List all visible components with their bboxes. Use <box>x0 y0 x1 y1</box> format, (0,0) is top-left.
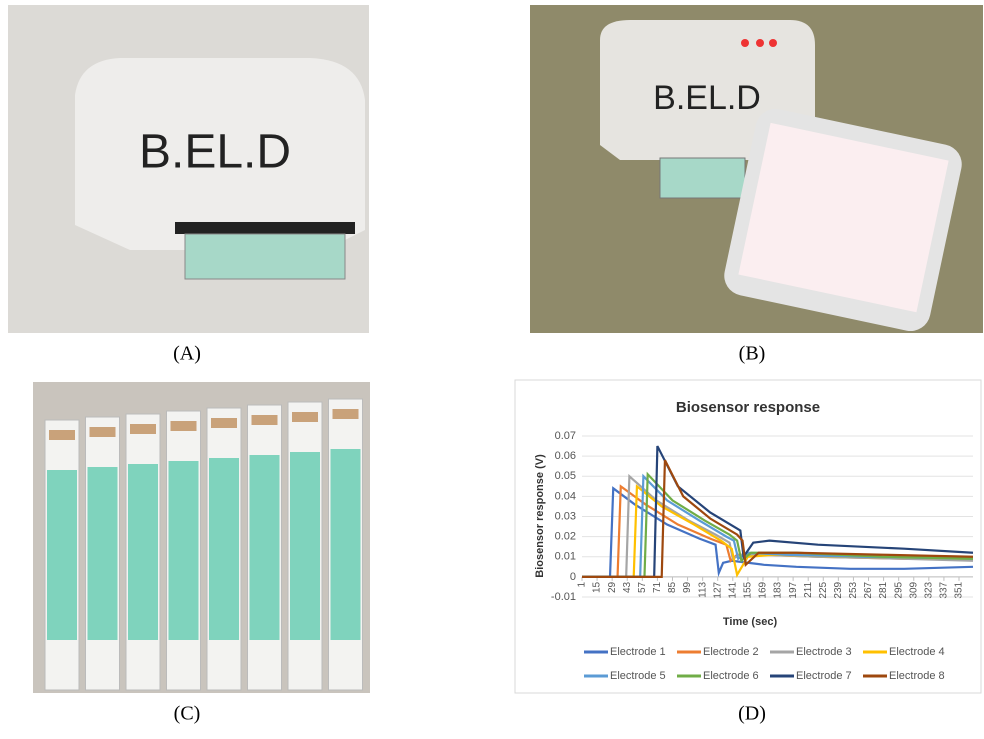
x-tick-label: 267 <box>863 581 874 598</box>
strip-pad <box>49 430 75 440</box>
legend-label: Electrode 1 <box>610 646 666 658</box>
device-text: B.EL.D <box>139 126 291 179</box>
x-axis-title: Time (sec) <box>723 616 778 628</box>
x-tick-label: 183 <box>773 581 784 598</box>
x-tick-label: 155 <box>743 581 754 598</box>
x-tick-label: 1 <box>577 581 588 587</box>
photo-c <box>33 382 370 693</box>
x-tick-label: 169 <box>758 581 769 598</box>
y-tick-label: -0.01 <box>551 591 576 603</box>
x-tick-label: 57 <box>637 581 648 593</box>
legend-label: Electrode 2 <box>703 646 759 658</box>
x-tick-label: 281 <box>878 581 889 598</box>
strip-sensor <box>250 455 280 640</box>
y-tick-label: 0.05 <box>555 470 576 482</box>
x-tick-label: 113 <box>697 581 708 597</box>
y-tick-label: 0 <box>570 571 576 583</box>
strip-sensor <box>209 458 239 640</box>
x-tick-label: 197 <box>788 581 799 598</box>
x-tick-label: 127 <box>712 581 723 598</box>
x-tick-label: 85 <box>667 581 678 593</box>
legend-label: Electrode 8 <box>889 670 945 682</box>
figure: B.EL.D (A) B.EL.D (B) (C) Biosensor resp… <box>0 0 984 734</box>
x-tick-label: 337 <box>939 581 950 598</box>
strip-pad <box>333 409 359 419</box>
strip-pad <box>211 418 237 428</box>
legend-label: Electrode 3 <box>796 646 852 658</box>
strip-sensor <box>47 470 77 640</box>
x-tick-label: 71 <box>652 581 663 593</box>
strip-sensor <box>169 461 199 640</box>
x-tick-label: 351 <box>954 581 965 598</box>
x-tick-label: 323 <box>923 581 934 598</box>
strip-sensor <box>88 467 118 640</box>
x-tick-label: 225 <box>818 581 829 598</box>
strip-sensor <box>128 464 158 640</box>
x-tick-label: 15 <box>592 581 603 593</box>
panel-label: (B) <box>739 343 766 365</box>
x-tick-label: 99 <box>682 581 693 593</box>
x-tick-label: 141 <box>727 581 738 598</box>
legend-label: Electrode 6 <box>703 670 759 682</box>
strip-pad <box>292 412 318 422</box>
strip-pad <box>90 427 116 437</box>
x-tick-label: 211 <box>803 581 814 597</box>
x-tick-label: 29 <box>607 581 618 593</box>
device-text: B.EL.D <box>653 79 761 117</box>
legend-label: Electrode 7 <box>796 670 852 682</box>
y-tick-label: 0.02 <box>555 531 576 543</box>
strip-sensor <box>290 452 320 640</box>
panel-label: (A) <box>173 343 201 365</box>
photo-b: B.EL.D <box>530 5 983 335</box>
legend-label: Electrode 5 <box>610 670 666 682</box>
x-tick-label: 253 <box>848 581 859 598</box>
y-tick-label: 0.03 <box>555 510 576 522</box>
x-tick-label: 309 <box>908 581 919 598</box>
chart-title: Biosensor response <box>676 399 820 416</box>
y-tick-label: 0.07 <box>555 430 576 442</box>
y-axis-title: Biosensor response (V) <box>534 454 546 578</box>
x-tick-label: 239 <box>833 581 844 598</box>
x-tick-label: 295 <box>893 581 904 598</box>
strip-pad <box>130 424 156 434</box>
panel-label: (C) <box>174 703 201 725</box>
y-tick-label: 0.04 <box>555 490 576 502</box>
strip-sensor <box>331 449 361 640</box>
legend-label: Electrode 4 <box>889 646 945 658</box>
y-tick-label: 0.06 <box>555 450 576 462</box>
panel-label: (D) <box>738 703 766 725</box>
strip-pad <box>252 415 278 425</box>
strip-pad <box>171 421 197 431</box>
x-tick-label: 43 <box>622 581 633 593</box>
photo-a: B.EL.D <box>8 5 369 333</box>
y-tick-label: 0.01 <box>555 551 576 563</box>
